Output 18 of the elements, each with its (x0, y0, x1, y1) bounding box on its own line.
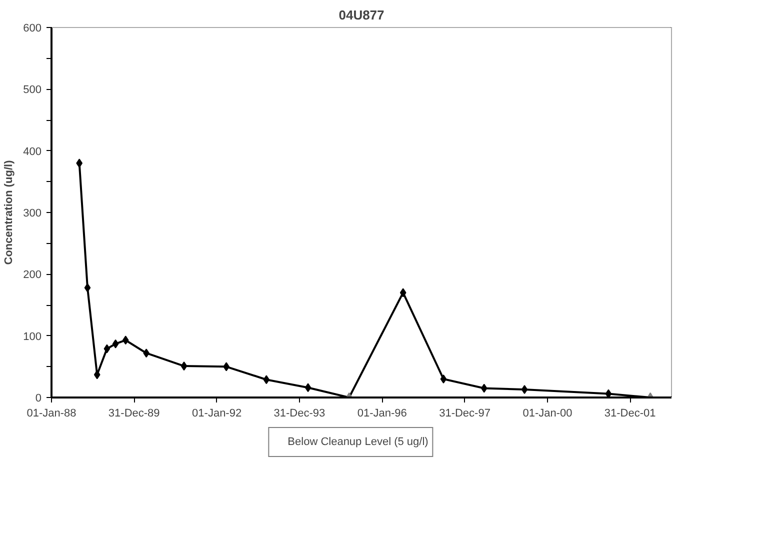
y-axis-title: Concentration (ug/l) (3, 160, 16, 265)
x-tick-label: 01-Jan-88 (26, 408, 76, 420)
x-tick-label: 31-Dec-93 (274, 408, 326, 420)
y-tick-label: 600 (23, 22, 42, 34)
y-tick-label: 300 (23, 208, 42, 220)
x-tick-label: 31-Dec-89 (108, 408, 160, 420)
x-tick-label: 01-Jan-96 (357, 408, 407, 420)
x-tick-label: 31-Dec-97 (439, 408, 490, 420)
chart-title: 04U877 (338, 8, 384, 22)
x-tick-label: 01-Jan-00 (522, 408, 572, 420)
y-tick-label: 200 (23, 269, 42, 282)
text: Below Cleanup Level (5 ug/l) (288, 436, 428, 448)
x-tick-label: 01-Jan-92 (192, 408, 242, 420)
y-tick-label: 100 (23, 330, 42, 343)
y-tick-label: 500 (23, 84, 42, 96)
x-tick-label: 31-Dec-01 (604, 408, 656, 420)
y-tick-label: 400 (23, 146, 42, 158)
y-tick-label: 0 (35, 392, 42, 404)
